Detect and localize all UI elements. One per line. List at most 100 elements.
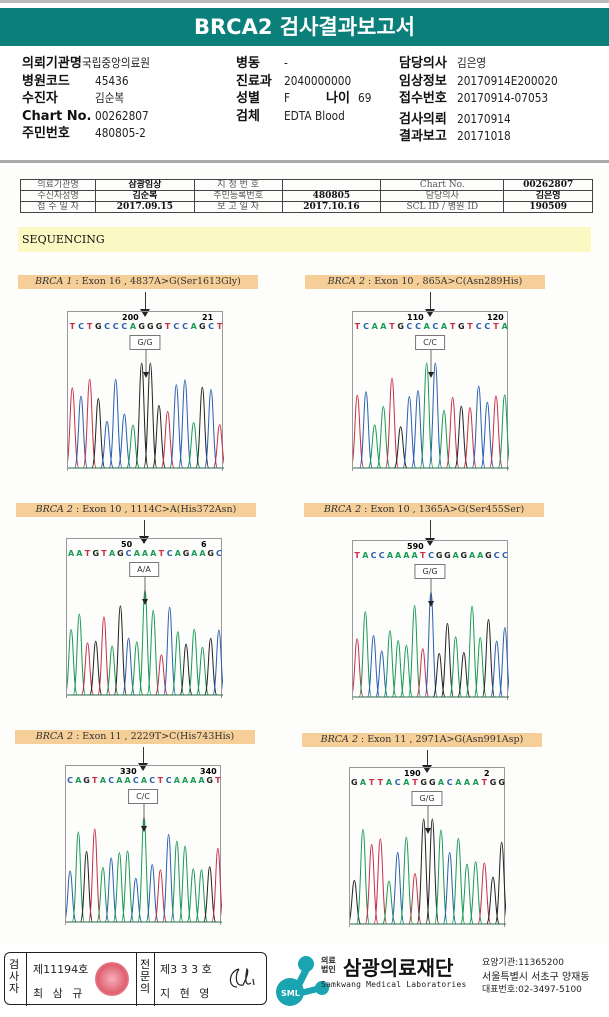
- trace-peak: [79, 851, 94, 923]
- trace-peak: [411, 390, 425, 469]
- trace-peak: [145, 863, 159, 923]
- info-col-1: 의뢰기관명 국립중앙의료원 병원코드 45436 수진자 김순복 Chart No. 0…: [22, 55, 159, 143]
- base-call: A: [453, 551, 460, 560]
- position-label: 6: [201, 540, 207, 549]
- top-divider: [0, 0, 609, 3]
- trace-peak: [437, 409, 451, 469]
- variant-arrow-icon: [425, 520, 435, 546]
- base-call: T: [159, 549, 165, 558]
- base-call: A: [76, 549, 83, 558]
- chromatogram: 200 21 T C T G C C C A G G G T C C A G C T G/G: [67, 311, 224, 471]
- trace-peak: [498, 627, 509, 698]
- base-call: G: [156, 322, 163, 331]
- value: 480805-2: [95, 126, 146, 140]
- cell: 삼광임상: [95, 179, 195, 191]
- phone: 대표번호:02-3497-5100: [482, 985, 582, 995]
- base-call: A: [360, 778, 367, 787]
- position-label: 200: [122, 313, 139, 322]
- variant-desc: : Exon 10 , 865A>C(Asn289His): [364, 276, 523, 287]
- trace-peak: [146, 609, 160, 696]
- base-call: A: [130, 322, 137, 331]
- trace-peak: [424, 591, 438, 698]
- trace-peak: [104, 857, 118, 923]
- trace-peak: [375, 650, 389, 698]
- cell: [281, 179, 382, 191]
- trace-peak: [383, 630, 397, 698]
- base-call: A: [141, 776, 148, 785]
- trace-peak: [481, 619, 496, 698]
- trace-peak: [195, 646, 210, 696]
- seal-stamp: [95, 962, 129, 996]
- chromatogram: 50 6 A A T G T A G C A A A T C A G A A G C A/A: [66, 538, 223, 698]
- base-call: C: [363, 322, 369, 331]
- base-call: A: [100, 776, 107, 785]
- chromatogram: 110 120 T C A A T G C C A C A T G T C C T A C/C: [352, 311, 509, 471]
- value: 20170914E200020: [457, 73, 558, 88]
- trace-peak: [74, 395, 88, 469]
- base-call: T: [101, 549, 107, 558]
- variant-label: BRCA 2 : Exon 10 , 865A>C(Asn289His): [305, 275, 545, 289]
- gene-name: BRCA 2: [323, 504, 362, 515]
- trace-peak: [477, 862, 492, 925]
- trace-peak: [445, 396, 460, 469]
- trace-peak: [367, 424, 382, 469]
- trace-peak: [169, 384, 184, 469]
- trace-peak: [407, 605, 422, 698]
- trace-peak: [80, 642, 95, 696]
- trace-peak: [376, 405, 391, 469]
- base-call: T: [493, 322, 499, 331]
- gene-name: BRCA 1: [35, 276, 73, 287]
- genotype-label: C/C: [415, 335, 445, 350]
- base-call: T: [70, 322, 76, 331]
- base-call: A: [68, 549, 75, 558]
- base-call: A: [473, 778, 480, 787]
- variant-desc: : Exon 10 , 1114C>A(His372Asn): [72, 504, 237, 515]
- base-call: A: [191, 322, 198, 331]
- trace-peak: [96, 866, 110, 923]
- base-call: A: [386, 778, 393, 787]
- base-call: C: [428, 551, 434, 560]
- base-call: C: [167, 549, 173, 558]
- chromatogram-plot: 200 21T C T G C C C A G G G T C C A G C T: [68, 313, 224, 469]
- trace-peak: [91, 398, 106, 469]
- cell: 주민등록번호: [193, 190, 283, 202]
- examiner-license: 제11194호: [33, 963, 89, 976]
- base-call: C: [121, 322, 127, 331]
- cell: 의료기관명: [19, 179, 97, 191]
- value: -: [284, 56, 288, 70]
- trace-peak: [473, 637, 487, 698]
- base-call: T: [482, 778, 488, 787]
- facility-code: 요양기관:11365200: [482, 958, 564, 968]
- trace-peak: [72, 613, 86, 696]
- cell: 보 고 일 자: [193, 201, 283, 213]
- specialist-name: 지 현 영: [160, 987, 213, 1000]
- sml-logo-icon: SML: [276, 956, 329, 1006]
- value: 20170914: [457, 111, 511, 126]
- trace-peak: [358, 611, 372, 698]
- trace-peak: [195, 386, 210, 469]
- variant-label: BRCA 1 : Exon 16 , 4837A>G(Ser1613Gly): [18, 275, 258, 289]
- base-call: C: [476, 322, 482, 331]
- value: 69: [358, 91, 372, 105]
- base-call: A: [469, 551, 476, 560]
- address: 서울특별시 서초구 양재동: [482, 972, 590, 983]
- base-call: G: [461, 551, 468, 560]
- base-call: G: [458, 322, 465, 331]
- base-call: A: [198, 776, 205, 785]
- base-call: A: [174, 776, 181, 785]
- position-label: 330: [120, 767, 137, 776]
- base-call: G: [420, 778, 427, 787]
- trace-peak: [204, 389, 218, 469]
- base-call: A: [109, 549, 116, 558]
- trace-peak: [486, 876, 500, 925]
- base-call: G: [351, 778, 358, 787]
- genotype-label: G/G: [411, 791, 443, 806]
- position-label: 190: [404, 769, 421, 778]
- logo-badge: SML: [281, 989, 300, 998]
- base-call: T: [389, 322, 395, 331]
- variant-label: BRCA 2 : Exon 10 , 1114C>A(His372Asn): [16, 503, 256, 517]
- base-call: G: [498, 778, 505, 787]
- variant-desc: : Exon 10 , 1365A>G(Ser455Ser): [361, 504, 525, 515]
- base-call: A: [502, 322, 509, 331]
- base-call: A: [411, 551, 418, 560]
